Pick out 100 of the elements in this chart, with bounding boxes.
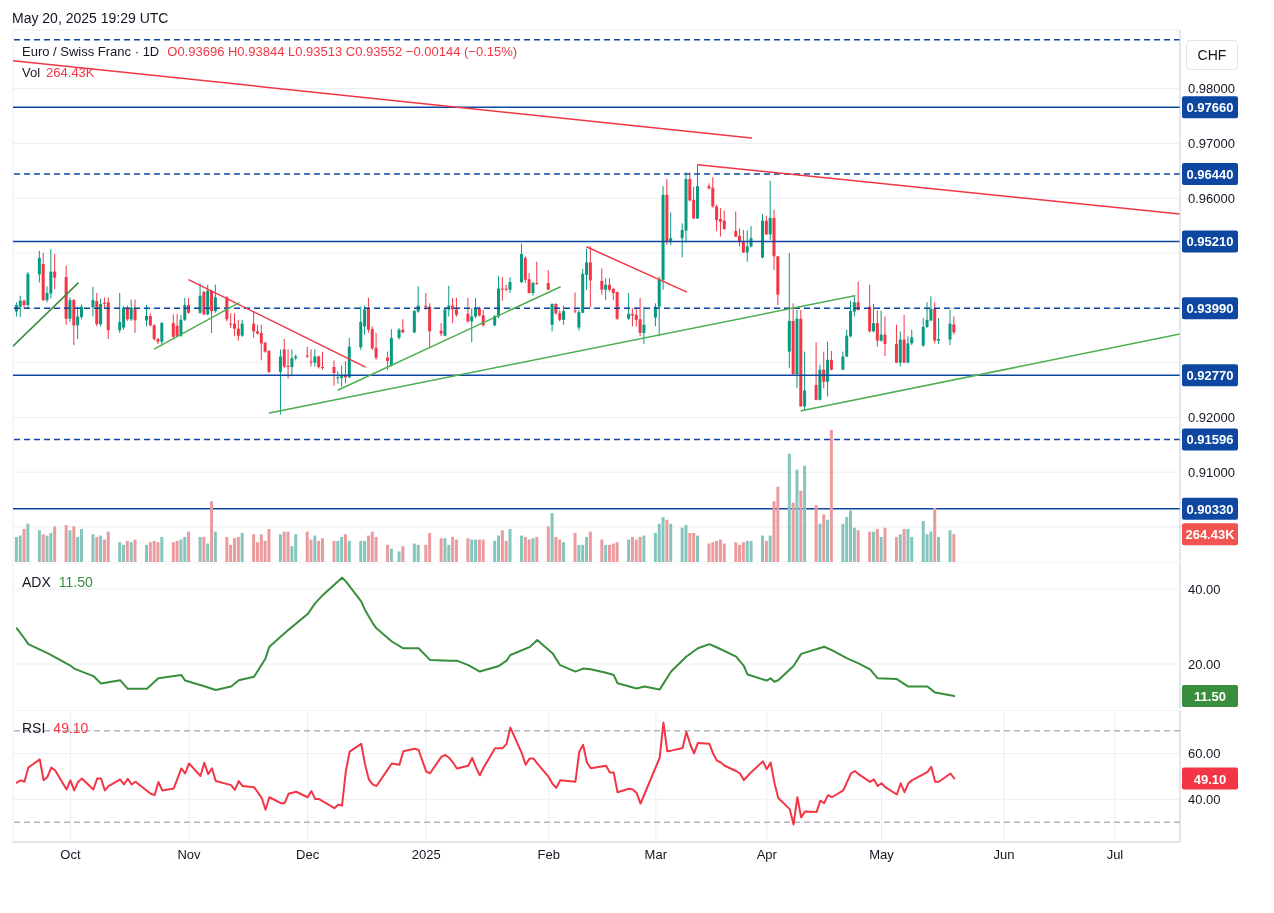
x-tick-label: Feb <box>537 847 560 863</box>
candlestick <box>642 306 646 345</box>
bar <box>508 529 512 562</box>
candlestick <box>871 303 875 333</box>
candlestick <box>627 292 631 321</box>
candlestick <box>856 280 860 312</box>
bar <box>600 539 604 562</box>
bar <box>573 532 577 562</box>
bar <box>906 529 910 562</box>
text: 264.43K <box>1185 527 1236 543</box>
bar <box>359 540 363 562</box>
text: O0.93696 H0.93844 L0.93513 C0.93552 −0.00144 (−0.15%) <box>167 44 518 59</box>
ref-line-label: 0.96440 <box>1186 167 1234 183</box>
candlestick <box>937 317 941 345</box>
candlestick <box>202 290 206 316</box>
candlestick <box>99 297 103 327</box>
bar <box>118 542 122 562</box>
bar <box>688 532 692 562</box>
bar <box>252 534 256 562</box>
bar <box>611 543 615 562</box>
bar <box>585 536 589 562</box>
bar <box>14 536 18 562</box>
x-tick-label: 2025 <box>411 847 441 863</box>
bar <box>803 465 807 562</box>
candlestick <box>454 297 458 318</box>
bar <box>761 535 765 562</box>
candlestick <box>562 305 566 326</box>
bar <box>669 523 673 562</box>
y-tick-label: 20.00 <box>1188 656 1221 672</box>
candlestick <box>669 211 673 246</box>
bar <box>317 540 321 562</box>
bar <box>439 538 443 562</box>
bar <box>500 530 504 562</box>
candlestick <box>412 309 416 334</box>
candlestick <box>213 284 217 314</box>
bar <box>236 536 240 562</box>
bar <box>68 530 72 562</box>
candlestick <box>309 348 313 367</box>
bar <box>883 527 887 562</box>
bar <box>282 531 286 562</box>
bar <box>550 513 554 562</box>
bar <box>179 539 183 562</box>
ref-line-label: 0.91596 <box>1186 432 1234 448</box>
bar <box>412 543 416 562</box>
bar <box>921 521 925 562</box>
bar <box>684 525 688 562</box>
bar <box>397 551 401 562</box>
bar <box>259 534 263 562</box>
candlestick <box>814 341 818 401</box>
candlestick <box>171 313 175 339</box>
bar <box>787 453 791 562</box>
bar <box>604 544 608 562</box>
bar <box>148 542 152 562</box>
bar <box>374 536 378 562</box>
bar <box>53 526 57 562</box>
bar <box>665 519 669 562</box>
bar <box>497 535 501 562</box>
y-tick-label: 0.98000 <box>1188 81 1235 97</box>
candlestick <box>278 348 282 416</box>
candlestick <box>53 253 57 290</box>
candlestick <box>386 351 390 371</box>
candlestick <box>883 316 887 357</box>
candlestick <box>236 319 240 342</box>
bar <box>305 531 309 562</box>
bar <box>49 532 53 562</box>
candlestick <box>845 329 849 358</box>
candlestick <box>374 332 378 361</box>
bar <box>879 536 883 562</box>
candlestick <box>160 321 164 347</box>
bar <box>187 531 191 562</box>
candlestick <box>745 230 749 263</box>
text: RSI <box>22 720 46 736</box>
candlestick <box>894 324 898 364</box>
bar <box>749 540 753 562</box>
bar <box>902 529 906 562</box>
bar <box>129 542 133 562</box>
x-tick-label: May <box>869 847 895 863</box>
y-tick-label: 0.96000 <box>1188 190 1235 206</box>
candlestick <box>18 295 22 318</box>
y-axis-title: CHF <box>1197 47 1227 63</box>
bar <box>818 523 822 562</box>
bar <box>37 530 41 562</box>
bar <box>363 540 367 562</box>
bar <box>745 540 749 562</box>
candlestick <box>738 227 742 247</box>
bar <box>156 542 160 562</box>
candlestick <box>535 261 539 286</box>
bar <box>638 536 642 562</box>
bar <box>233 538 237 562</box>
bar <box>493 540 497 562</box>
candlestick <box>952 315 956 335</box>
candlestick <box>638 297 642 337</box>
candlestick <box>711 176 715 209</box>
bar <box>519 535 523 562</box>
bar <box>523 536 527 562</box>
bar <box>321 538 325 562</box>
bar <box>366 535 370 562</box>
ref-line-label: 0.90330 <box>1186 501 1234 517</box>
candlestick <box>332 359 336 387</box>
bar <box>240 532 244 562</box>
